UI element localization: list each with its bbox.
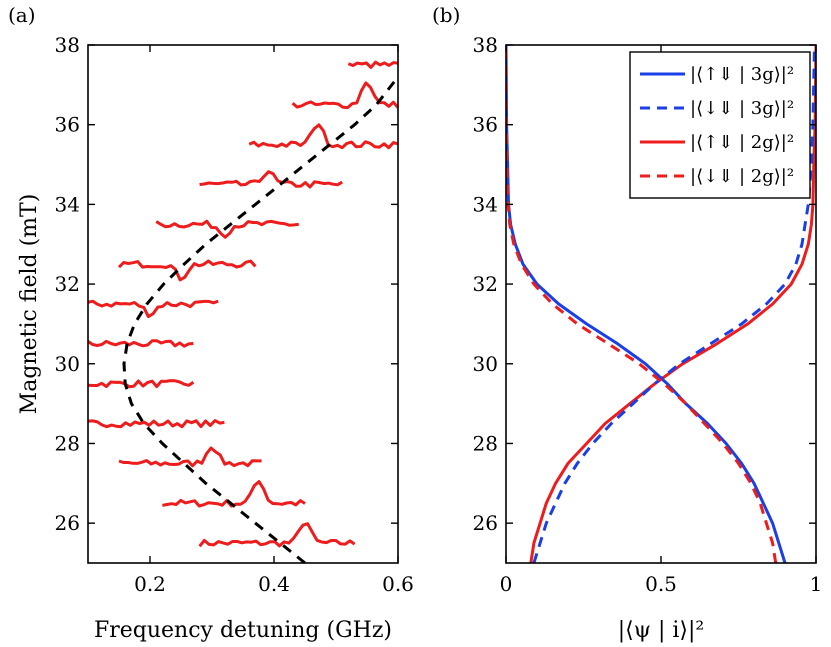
spectrum-trace [88,299,219,319]
panel-a-ytick-label: 26 [55,511,80,535]
spectrum-trace [199,170,343,189]
legend-label-up-2g: |⟨↑⇓ | 2g⟩|² [690,132,794,153]
series-line [506,45,778,563]
panel-b-label: (b) [432,3,460,27]
spectrum-trace [248,123,398,150]
panel-a-xlabel: Frequency detuning (GHz) [94,618,392,643]
spectrum-trace [198,522,356,548]
series-line [532,45,816,563]
panel-b-xtick-label: 0 [500,572,513,596]
panel-a-ylabel: Magnetic field (mT) [17,194,42,415]
legend-label-down-2g: |⟨↓⇓ | 2g⟩|² [690,166,794,187]
panel-a-xtick-label: 0.6 [382,572,414,596]
spectrum-trace [88,419,225,429]
panel-b-axes: 0 0.5 1 26 28 30 32 34 36 38 [473,33,823,596]
panel-a-axes: 0.2 0.4 0.6 26 28 30 32 34 36 38 [55,33,414,596]
spectrum-trace [347,60,398,69]
spectrum-trace [88,339,194,348]
panel-a-ytick-label: 32 [55,272,80,296]
panel-b-ytick-label: 30 [473,352,498,376]
panel-a-ytick-label: 30 [55,352,80,376]
panel-b-xtick-label: 1 [810,572,823,596]
legend: |⟨↑⇓ | 3g⟩|² |⟨↓⇓ | 3g⟩|² |⟨↑⇓ | 2g⟩|² |… [629,51,811,199]
panel-a-ytick-label: 36 [55,113,80,137]
fit-curve [122,75,398,563]
panel-b-xtick-label: 0.5 [645,572,677,596]
panel-b-ytick-label: 36 [473,113,498,137]
spectrum-trace [88,379,195,389]
panel-a-ytick-label: 28 [55,431,80,455]
panel-b-ytick-label: 32 [473,272,498,296]
spectrum-trace [155,219,299,239]
panel-b-xlabel: |⟨ψ | i⟩|² [618,618,705,643]
panel-a-data [88,60,398,563]
spectrum-trace [117,259,257,282]
legend-label-down-3g: |⟨↓⇓ | 3g⟩|² [690,98,794,119]
panel-b-ytick-label: 34 [473,192,498,216]
spectrum-trace [162,480,306,508]
spectrum-trace [291,81,398,110]
series-line [529,45,816,563]
panel-a-label: (a) [8,3,36,27]
series-line [506,45,787,563]
legend-box [629,51,811,199]
panel-a-xtick-label: 0.2 [134,572,166,596]
panel-b-ytick-label: 28 [473,431,498,455]
panel-b-ytick-label: 26 [473,511,498,535]
panel-a-xtick-label: 0.4 [258,572,290,596]
spectrum-trace [118,446,262,468]
panel-a-ytick-label: 38 [55,33,80,57]
panel-b-data [506,45,816,563]
panel-b: 0 0.5 1 26 28 30 32 34 36 38 |⟨ψ | i⟩|² |⟨↑⇓ | 3g… [473,33,823,643]
panel-a: 0.2 0.4 0.6 26 28 30 32 34 36 38 Magnetic field (… [17,33,414,643]
panel-a-ytick-label: 34 [55,192,80,216]
legend-label-up-3g: |⟨↑⇓ | 3g⟩|² [690,64,794,85]
panel-a-frame [87,44,399,564]
panel-b-ytick-label: 38 [473,33,498,57]
